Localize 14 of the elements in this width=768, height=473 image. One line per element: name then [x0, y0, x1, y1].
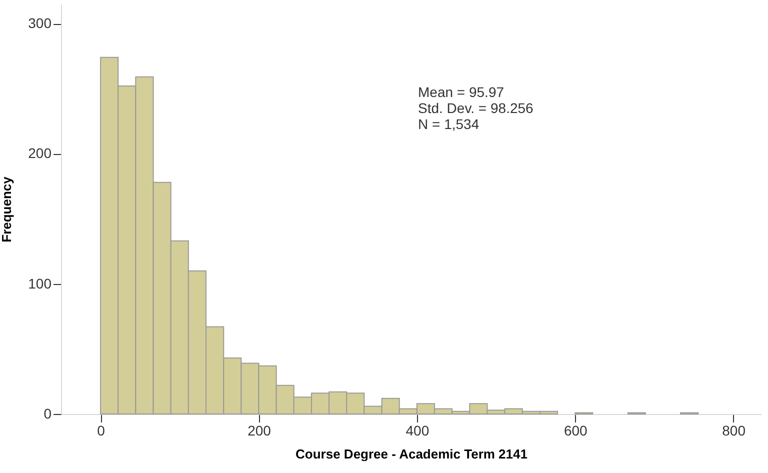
- y-tick-label: 300: [28, 15, 52, 32]
- x-tick-label: 0: [97, 422, 106, 438]
- y-tick-label: 200: [28, 145, 52, 162]
- x-tick-label: 400: [406, 422, 430, 438]
- annotation: N = 1,534: [418, 116, 480, 132]
- annotation: Std. Dev. = 98.256: [418, 100, 534, 116]
- y-axis-title: Frequency: [0, 176, 14, 242]
- y-tick-label: 100: [28, 275, 52, 292]
- x-tick-label: 600: [564, 422, 588, 438]
- x-axis-title: Course Degree - Academic Term 2141: [296, 446, 528, 462]
- x-tick-label: 200: [248, 422, 272, 438]
- annotation: Mean = 95.97: [418, 84, 504, 100]
- y-tick-label: 0: [44, 406, 52, 422]
- x-tick-label: 800: [722, 422, 746, 438]
